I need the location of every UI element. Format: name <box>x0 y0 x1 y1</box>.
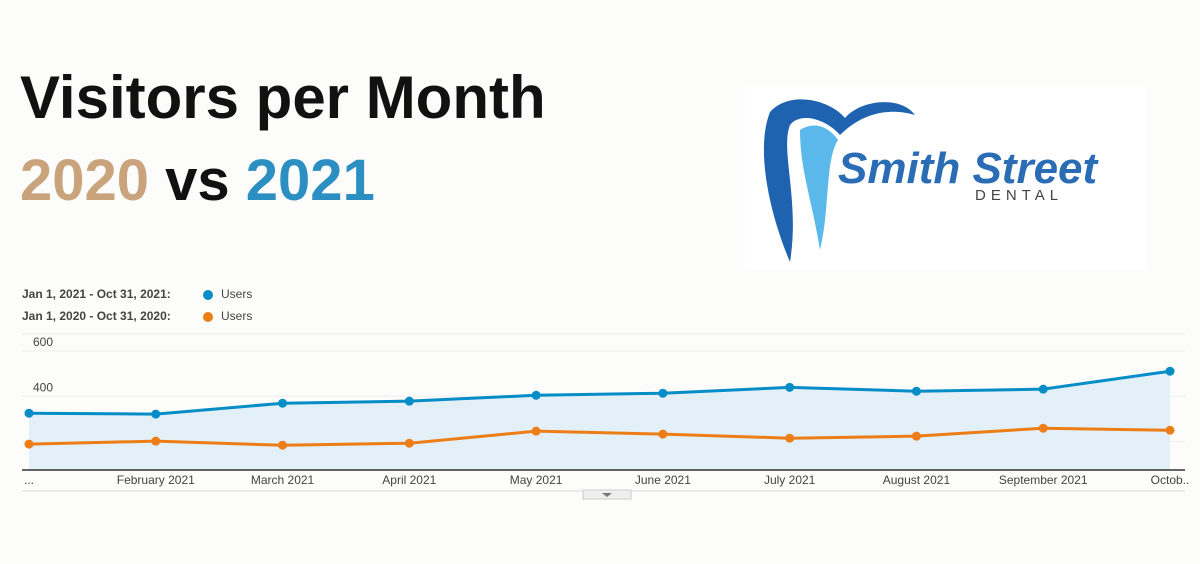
point <box>404 438 414 448</box>
x-tick-label: February 2021 <box>117 473 195 487</box>
x-tick-label: May 2021 <box>510 473 563 487</box>
logo: Smith Street DENTAL <box>745 85 1145 270</box>
point <box>278 398 288 408</box>
point <box>278 440 288 450</box>
point <box>658 388 668 398</box>
point <box>531 426 541 436</box>
logo-sub: DENTAL <box>975 187 1063 204</box>
title: Visitors per Month <box>20 64 546 131</box>
point <box>785 382 795 392</box>
point <box>1165 366 1175 376</box>
y-tick-label: 600 <box>33 335 53 349</box>
logo-tooth-inner <box>800 125 838 250</box>
x-tick-label: April 2021 <box>382 473 436 487</box>
point <box>1038 384 1048 394</box>
line <box>28 369 1171 416</box>
point <box>658 429 668 439</box>
legend-label: Users <box>221 287 252 301</box>
subtitle-vs: vs <box>165 148 230 213</box>
point <box>24 408 34 418</box>
x-tick-label: June 2021 <box>635 473 691 487</box>
logo-tooth <box>763 99 915 263</box>
point <box>911 431 921 441</box>
legend-dot <box>203 312 213 322</box>
x-tick-label: July 2021 <box>764 473 816 487</box>
point <box>404 396 414 406</box>
subtitle-year-b: 2021 <box>246 148 375 213</box>
point <box>24 439 34 449</box>
point <box>1165 425 1175 435</box>
y-tick-label: 400 <box>33 380 53 394</box>
x-tick-label: September 2021 <box>999 473 1088 487</box>
legend-dot <box>203 290 213 300</box>
point <box>531 390 541 400</box>
logo-name: Smith Street <box>838 144 1100 193</box>
line <box>28 426 1171 447</box>
scroll-arrow <box>602 493 612 497</box>
subtitle: 2020 vs 2021 <box>20 148 375 213</box>
point <box>785 433 795 443</box>
legend-period: Jan 1, 2021 - Oct 31, 2021: <box>22 287 171 301</box>
point <box>151 409 161 419</box>
x-tick-label: August 2021 <box>883 473 951 487</box>
subtitle-year-a: 2020 <box>20 148 149 213</box>
plot: Jan 1, 2021 - Oct 31, 2021: Users Jan 1, 2… <box>22 287 1190 492</box>
point <box>1038 423 1048 433</box>
x-tick-label: ... <box>24 473 34 487</box>
legend-period: Jan 1, 2020 - Oct 31, 2020: <box>22 309 171 323</box>
x-tick-label: Octob.. <box>1151 473 1190 487</box>
point <box>911 386 921 396</box>
legend-label: Users <box>221 309 252 323</box>
x-tick-label: March 2021 <box>251 473 315 487</box>
point <box>151 436 161 446</box>
